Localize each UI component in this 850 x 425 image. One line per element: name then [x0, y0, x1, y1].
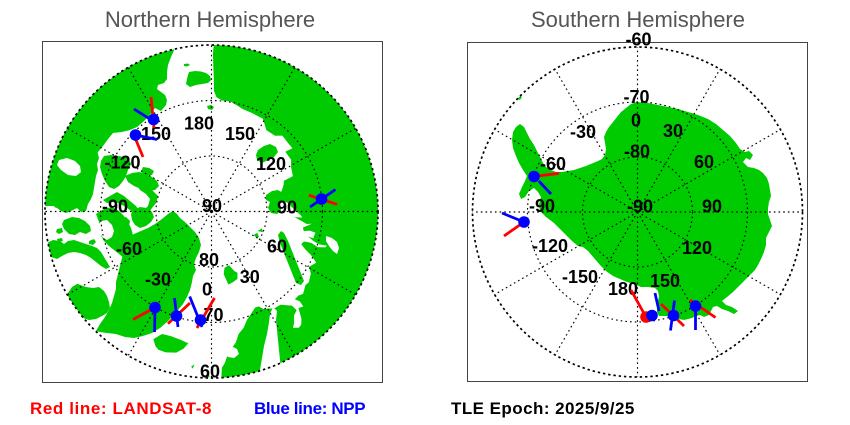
svg-text:30: 30	[240, 267, 260, 287]
svg-text:150: 150	[225, 124, 255, 144]
svg-text:30: 30	[663, 121, 683, 141]
svg-text:120: 120	[256, 154, 286, 174]
svg-text:-60: -60	[540, 154, 566, 174]
svg-text:-90: -90	[102, 197, 128, 217]
svg-text:-60: -60	[116, 239, 142, 259]
svg-text:0: 0	[631, 110, 641, 130]
svg-text:-70: -70	[623, 87, 649, 107]
svg-text:90: 90	[702, 197, 722, 217]
svg-text:90: 90	[202, 196, 222, 216]
svg-text:-120: -120	[104, 153, 140, 173]
svg-text:-60: -60	[625, 30, 651, 50]
svg-text:80: 80	[199, 250, 219, 270]
svg-text:-90: -90	[529, 196, 555, 216]
svg-text:150: 150	[650, 271, 680, 291]
svg-text:70: 70	[203, 305, 223, 325]
svg-text:-150: -150	[135, 124, 171, 144]
svg-text:60: 60	[694, 152, 714, 172]
svg-text:90: 90	[277, 198, 297, 218]
svg-text:0: 0	[202, 280, 212, 300]
svg-text:180: 180	[608, 279, 638, 299]
svg-text:-120: -120	[532, 236, 568, 256]
svg-text:-80: -80	[624, 142, 650, 162]
svg-text:-90: -90	[627, 197, 653, 217]
svg-text:-30: -30	[145, 270, 171, 290]
svg-text:-30: -30	[570, 122, 596, 142]
svg-text:60: 60	[200, 362, 220, 382]
svg-text:-150: -150	[562, 267, 598, 287]
svg-text:180: 180	[184, 114, 214, 134]
svg-text:60: 60	[267, 236, 287, 256]
svg-text:120: 120	[682, 238, 712, 258]
